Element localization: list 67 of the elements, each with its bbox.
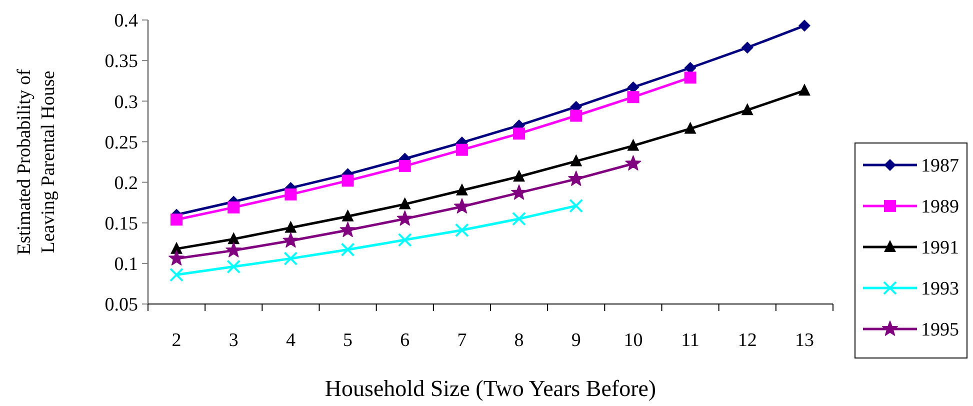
point	[741, 103, 754, 116]
point	[513, 170, 526, 182]
x-tick-label: 6	[400, 330, 410, 351]
point	[454, 198, 470, 214]
point	[398, 197, 411, 210]
x-tick-label: 2	[172, 330, 182, 351]
y-axis-title: Estimated Probability of Leaving Parental House	[14, 68, 59, 255]
x-tick-label: 10	[624, 330, 643, 351]
legend-label: 1989	[921, 196, 959, 218]
y-tick-label: 0.35	[104, 51, 138, 72]
point	[798, 20, 810, 32]
point	[627, 91, 640, 104]
point	[513, 128, 526, 140]
legend-label: 1995	[921, 320, 959, 341]
point	[627, 138, 640, 151]
y-tick-label: 0.05	[104, 294, 138, 316]
y-tick-label: 0.4	[114, 10, 138, 32]
x-tick-label: 5	[343, 330, 353, 351]
point	[512, 212, 526, 226]
point	[168, 250, 185, 266]
x-tick-label: 3	[228, 330, 238, 351]
y-tick-label: 0.2	[114, 172, 138, 194]
y-tick-label: 0.1	[114, 254, 138, 276]
point	[396, 210, 413, 226]
point	[284, 188, 297, 200]
point	[398, 160, 411, 172]
x-axis-title: Household Size (Two Years Before)	[324, 376, 656, 401]
point	[569, 198, 584, 213]
legend-label: 1991	[921, 238, 959, 259]
x-tick-label: 4	[286, 330, 296, 351]
point	[226, 242, 242, 258]
point	[684, 72, 696, 84]
point	[226, 260, 241, 274]
point	[342, 209, 354, 222]
point	[568, 170, 584, 186]
legend-label: 1993	[921, 278, 959, 300]
point	[684, 122, 696, 134]
point	[454, 223, 469, 238]
point	[340, 222, 356, 238]
x-tick-label: 13	[794, 330, 814, 351]
y-tick-label: 0.3	[114, 92, 138, 113]
point	[170, 214, 183, 226]
y-tick-label: 0.25	[104, 132, 138, 154]
point	[456, 183, 468, 196]
point	[570, 154, 582, 166]
x-tick-label: 12	[738, 330, 757, 351]
x-tick-label: 9	[571, 330, 581, 351]
point	[282, 232, 299, 248]
point	[340, 242, 355, 257]
point	[798, 84, 810, 96]
x-tick-label: 7	[457, 330, 467, 351]
point	[570, 110, 582, 122]
point	[398, 232, 412, 247]
point	[228, 232, 240, 244]
point	[625, 155, 642, 170]
point	[342, 174, 354, 187]
point	[456, 144, 468, 156]
point	[741, 42, 754, 54]
point	[228, 201, 240, 214]
point	[170, 268, 184, 282]
legend-label: 1987	[921, 156, 959, 177]
point	[284, 220, 297, 233]
x-tick-label: 8	[514, 330, 524, 351]
y-tick-label: 0.15	[104, 214, 138, 235]
x-tick-label: 11	[681, 330, 700, 351]
point	[511, 184, 528, 200]
point	[284, 252, 298, 266]
